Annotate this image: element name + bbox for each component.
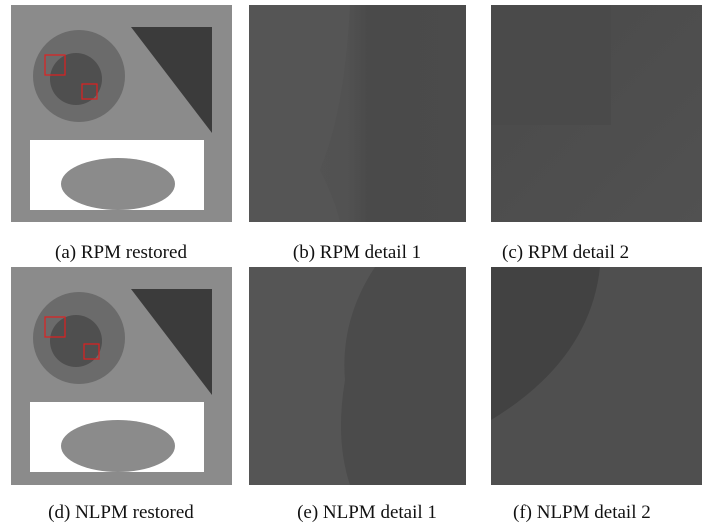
caption: (d) NLPM restored [48, 502, 194, 523]
caption: (e) NLPM detail 1 [297, 502, 437, 523]
detail-image [249, 267, 466, 485]
detail-image [491, 267, 702, 485]
caption: (c) RPM detail 2 [502, 242, 629, 263]
caption: (a) RPM restored [55, 242, 187, 263]
restored-image [11, 267, 232, 485]
caption: (f) NLPM detail 2 [513, 502, 651, 523]
detail-image [249, 5, 466, 222]
figure: (a) RPM restored (b) RPM detail 1 (c) RP… [0, 0, 702, 524]
caption: (b) RPM detail 1 [293, 242, 421, 263]
figure-canvas: (a) RPM restored (b) RPM detail 1 (c) RP… [0, 0, 702, 524]
detail-image [491, 5, 702, 222]
restored-image [11, 5, 232, 222]
